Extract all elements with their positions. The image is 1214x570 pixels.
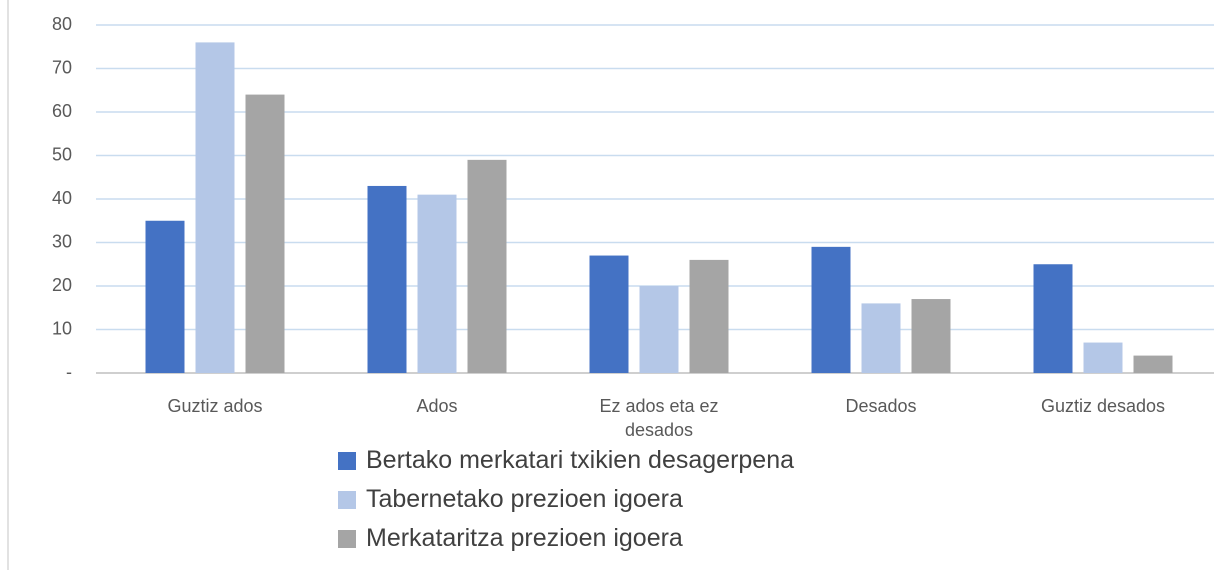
bar [639, 286, 679, 373]
bar [145, 220, 185, 373]
legend-item: Tabernetako prezioen igoera [338, 485, 683, 514]
legend-item: Bertako merkatari txikien desagerpena [338, 446, 794, 475]
bar [689, 259, 729, 373]
y-tick-label: 50 [52, 144, 72, 164]
y-tick-label: 60 [52, 101, 72, 121]
x-tick-label: Ados [416, 396, 458, 416]
x-tick-label: Ez ados eta ez desados [599, 396, 719, 440]
legend-item: Merkataritza prezioen igoera [338, 524, 683, 553]
bar [195, 42, 235, 374]
legend-swatch [338, 529, 356, 548]
y-tick-label: 40 [52, 188, 72, 208]
x-tick-label: Guztiz ados [167, 396, 263, 416]
x-tick-label: Guztiz desados [1040, 396, 1166, 416]
legend-swatch [338, 451, 356, 470]
y-tick-label: 80 [52, 14, 72, 34]
x-tick-label: Desados [845, 396, 917, 416]
bar [911, 299, 951, 373]
legend-label: Bertako merkatari txikien desagerpena [366, 446, 795, 474]
y-tick-label: 30 [52, 231, 72, 251]
bar [467, 159, 507, 373]
y-tick-label: - [66, 362, 72, 382]
bar [861, 303, 901, 373]
legend-label: Tabernetako prezioen igoera [366, 485, 683, 513]
bar [245, 94, 285, 373]
bar [1083, 342, 1123, 373]
bar [1133, 355, 1173, 373]
bar [417, 194, 457, 373]
bar [811, 246, 851, 373]
legend-swatch [338, 490, 356, 509]
bar [1033, 264, 1073, 373]
y-tick-label: 70 [52, 57, 72, 77]
y-tick-label: 20 [52, 275, 72, 295]
legend-label: Merkataritza prezioen igoera [366, 524, 683, 552]
bar [589, 255, 629, 373]
y-tick-label: 10 [52, 318, 72, 338]
bar [367, 185, 407, 373]
